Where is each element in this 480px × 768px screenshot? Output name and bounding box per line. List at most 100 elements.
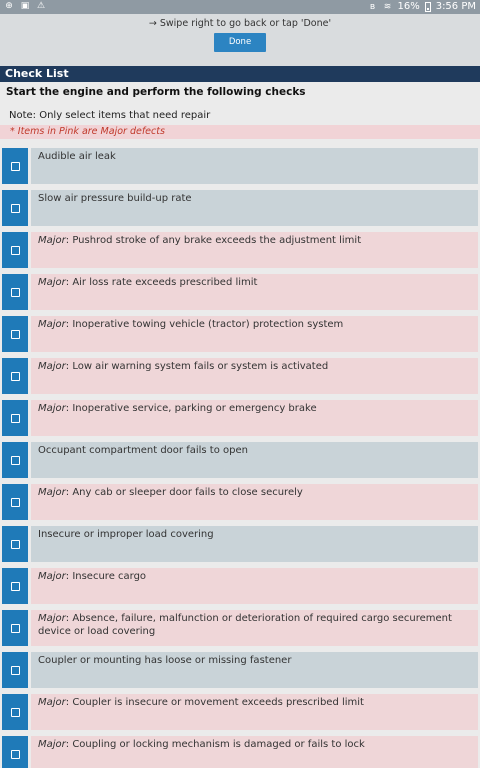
item-checkbox[interactable] [2, 232, 28, 268]
major-defects-legend: * Items in Pink are Major defects [0, 125, 480, 139]
item-label[interactable]: Major: Air loss rate exceeds prescribed … [31, 274, 478, 310]
checklist-item[interactable]: Insecure or improper load covering [2, 526, 478, 562]
item-checkbox[interactable] [2, 568, 28, 604]
item-text: : Air loss rate exceeds prescribed limit [65, 277, 258, 288]
item-label[interactable]: Audible air leak [31, 148, 478, 184]
item-checkbox[interactable] [2, 358, 28, 394]
checklist-item[interactable]: Major: Low air warning system fails or s… [2, 358, 478, 394]
major-tag: Major [38, 739, 66, 750]
item-text: : Low air warning system fails or system… [65, 361, 329, 372]
bluetooth-icon: ʙ [369, 1, 376, 12]
item-checkbox[interactable] [2, 484, 28, 520]
major-tag: Major [38, 697, 66, 708]
item-checkbox[interactable] [2, 190, 28, 226]
battery-percent: 16% [397, 1, 420, 12]
major-tag: Major [38, 277, 66, 288]
item-label[interactable]: Insecure or improper load covering [31, 526, 478, 562]
item-text: Slow air pressure build-up rate [38, 193, 192, 204]
major-tag: Major [38, 361, 66, 372]
item-checkbox[interactable] [2, 400, 28, 436]
item-checkbox[interactable] [2, 610, 28, 646]
item-checkbox[interactable] [2, 526, 28, 562]
status-left-icons: ⊕ ▣ ⚠ [4, 1, 46, 11]
wifi-icon: ≋ [383, 1, 392, 12]
item-text: : Pushrod stroke of any brake exceeds th… [65, 235, 362, 246]
swipe-hint: → Swipe right to go back or tap 'Done' [148, 18, 332, 29]
item-text: : Insecure cargo [65, 571, 147, 582]
item-label[interactable]: Major: Low air warning system fails or s… [31, 358, 478, 394]
item-checkbox[interactable] [2, 652, 28, 688]
checkbox-icon [10, 330, 20, 339]
checklist-item[interactable]: Major: Inoperative service, parking or e… [2, 400, 478, 436]
major-tag: Major [38, 487, 66, 498]
checkbox-icon [10, 750, 20, 759]
major-tag: Major [38, 613, 66, 624]
item-text: : Coupler is insecure or movement exceed… [65, 697, 364, 708]
checkbox-icon [10, 414, 20, 423]
major-tag: Major [38, 403, 66, 414]
item-text: : Inoperative service, parking or emerge… [65, 403, 317, 414]
status-bar: ⊕ ▣ ⚠ ʙ ≋ 16% 3:56 PM [0, 0, 480, 14]
checklist-item[interactable]: Major: Pushrod stroke of any brake excee… [2, 232, 478, 268]
item-text: Occupant compartment door fails to open [38, 445, 248, 456]
checklist-item[interactable]: Major: Coupling or locking mechanism is … [2, 736, 478, 768]
item-label[interactable]: Major: Inoperative service, parking or e… [31, 400, 478, 436]
checklist-item[interactable]: Major: Any cab or sleeper door fails to … [2, 484, 478, 520]
page-title: Check List [0, 66, 480, 82]
checklist-item[interactable]: Major: Insecure cargo [2, 568, 478, 604]
signal-icon: ⚠ [36, 1, 46, 11]
item-label[interactable]: Major: Any cab or sleeper door fails to … [31, 484, 478, 520]
item-checkbox[interactable] [2, 148, 28, 184]
item-text: Insecure or improper load covering [38, 529, 214, 540]
add-icon: ⊕ [5, 1, 13, 11]
checklist-item[interactable]: Major: Inoperative towing vehicle (tract… [2, 316, 478, 352]
item-checkbox[interactable] [2, 694, 28, 730]
checkbox-icon [10, 582, 20, 591]
checklist-item[interactable]: Audible air leak [2, 148, 478, 184]
done-button[interactable]: Done [214, 33, 266, 52]
major-tag: Major [38, 571, 66, 582]
checklist-item[interactable]: Coupler or mounting has loose or missing… [2, 652, 478, 688]
checklist-item[interactable]: Occupant compartment door fails to open [2, 442, 478, 478]
checkbox-icon [10, 624, 20, 633]
clock: 3:56 PM [435, 1, 476, 12]
item-text: : Coupling or locking mechanism is damag… [65, 739, 365, 750]
item-label[interactable]: Occupant compartment door fails to open [31, 442, 478, 478]
checkbox-icon [10, 162, 20, 171]
checklist-item[interactable]: Major: Air loss rate exceeds prescribed … [2, 274, 478, 310]
checkbox-icon [10, 456, 20, 465]
item-checkbox[interactable] [2, 274, 28, 310]
item-label[interactable]: Major: Inoperative towing vehicle (tract… [31, 316, 478, 352]
checkbox-icon [10, 204, 20, 213]
item-checkbox[interactable] [2, 316, 28, 352]
item-label[interactable]: Major: Insecure cargo [31, 568, 478, 604]
item-text: : Inoperative towing vehicle (tractor) p… [65, 319, 344, 330]
item-text: : Absence, failure, malfunction or deter… [38, 613, 452, 637]
item-label[interactable]: Major: Coupling or locking mechanism is … [31, 736, 478, 768]
major-tag: Major [38, 235, 66, 246]
item-label[interactable]: Coupler or mounting has loose or missing… [31, 652, 478, 688]
checklist-item[interactable]: Major: Coupler is insecure or movement e… [2, 694, 478, 730]
item-checkbox[interactable] [2, 736, 28, 768]
instruction-heading: Start the engine and perform the followi… [6, 86, 306, 98]
checklist-item[interactable]: Major: Absence, failure, malfunction or … [2, 610, 478, 646]
checkbox-icon [10, 498, 20, 507]
checkbox-icon [10, 540, 20, 549]
checkbox-icon [10, 372, 20, 381]
item-label[interactable]: Slow air pressure build-up rate [31, 190, 478, 226]
item-text: Audible air leak [38, 151, 116, 162]
battery-icon [424, 1, 431, 12]
major-tag: Major [38, 319, 66, 330]
checkbox-icon [10, 288, 20, 297]
checkbox-icon [10, 246, 20, 255]
item-text: Coupler or mounting has loose or missing… [38, 655, 292, 666]
item-label[interactable]: Major: Absence, failure, malfunction or … [31, 610, 478, 646]
checklist-item[interactable]: Slow air pressure build-up rate [2, 190, 478, 226]
item-label[interactable]: Major: Pushrod stroke of any brake excee… [31, 232, 478, 268]
checkbox-icon [10, 708, 20, 717]
checklist-content: Start the engine and perform the followi… [0, 82, 480, 768]
status-right: ʙ ≋ 16% 3:56 PM [367, 1, 476, 12]
item-checkbox[interactable] [2, 442, 28, 478]
item-label[interactable]: Major: Coupler is insecure or movement e… [31, 694, 478, 730]
note-text: Note: Only select items that need repair [9, 110, 211, 121]
